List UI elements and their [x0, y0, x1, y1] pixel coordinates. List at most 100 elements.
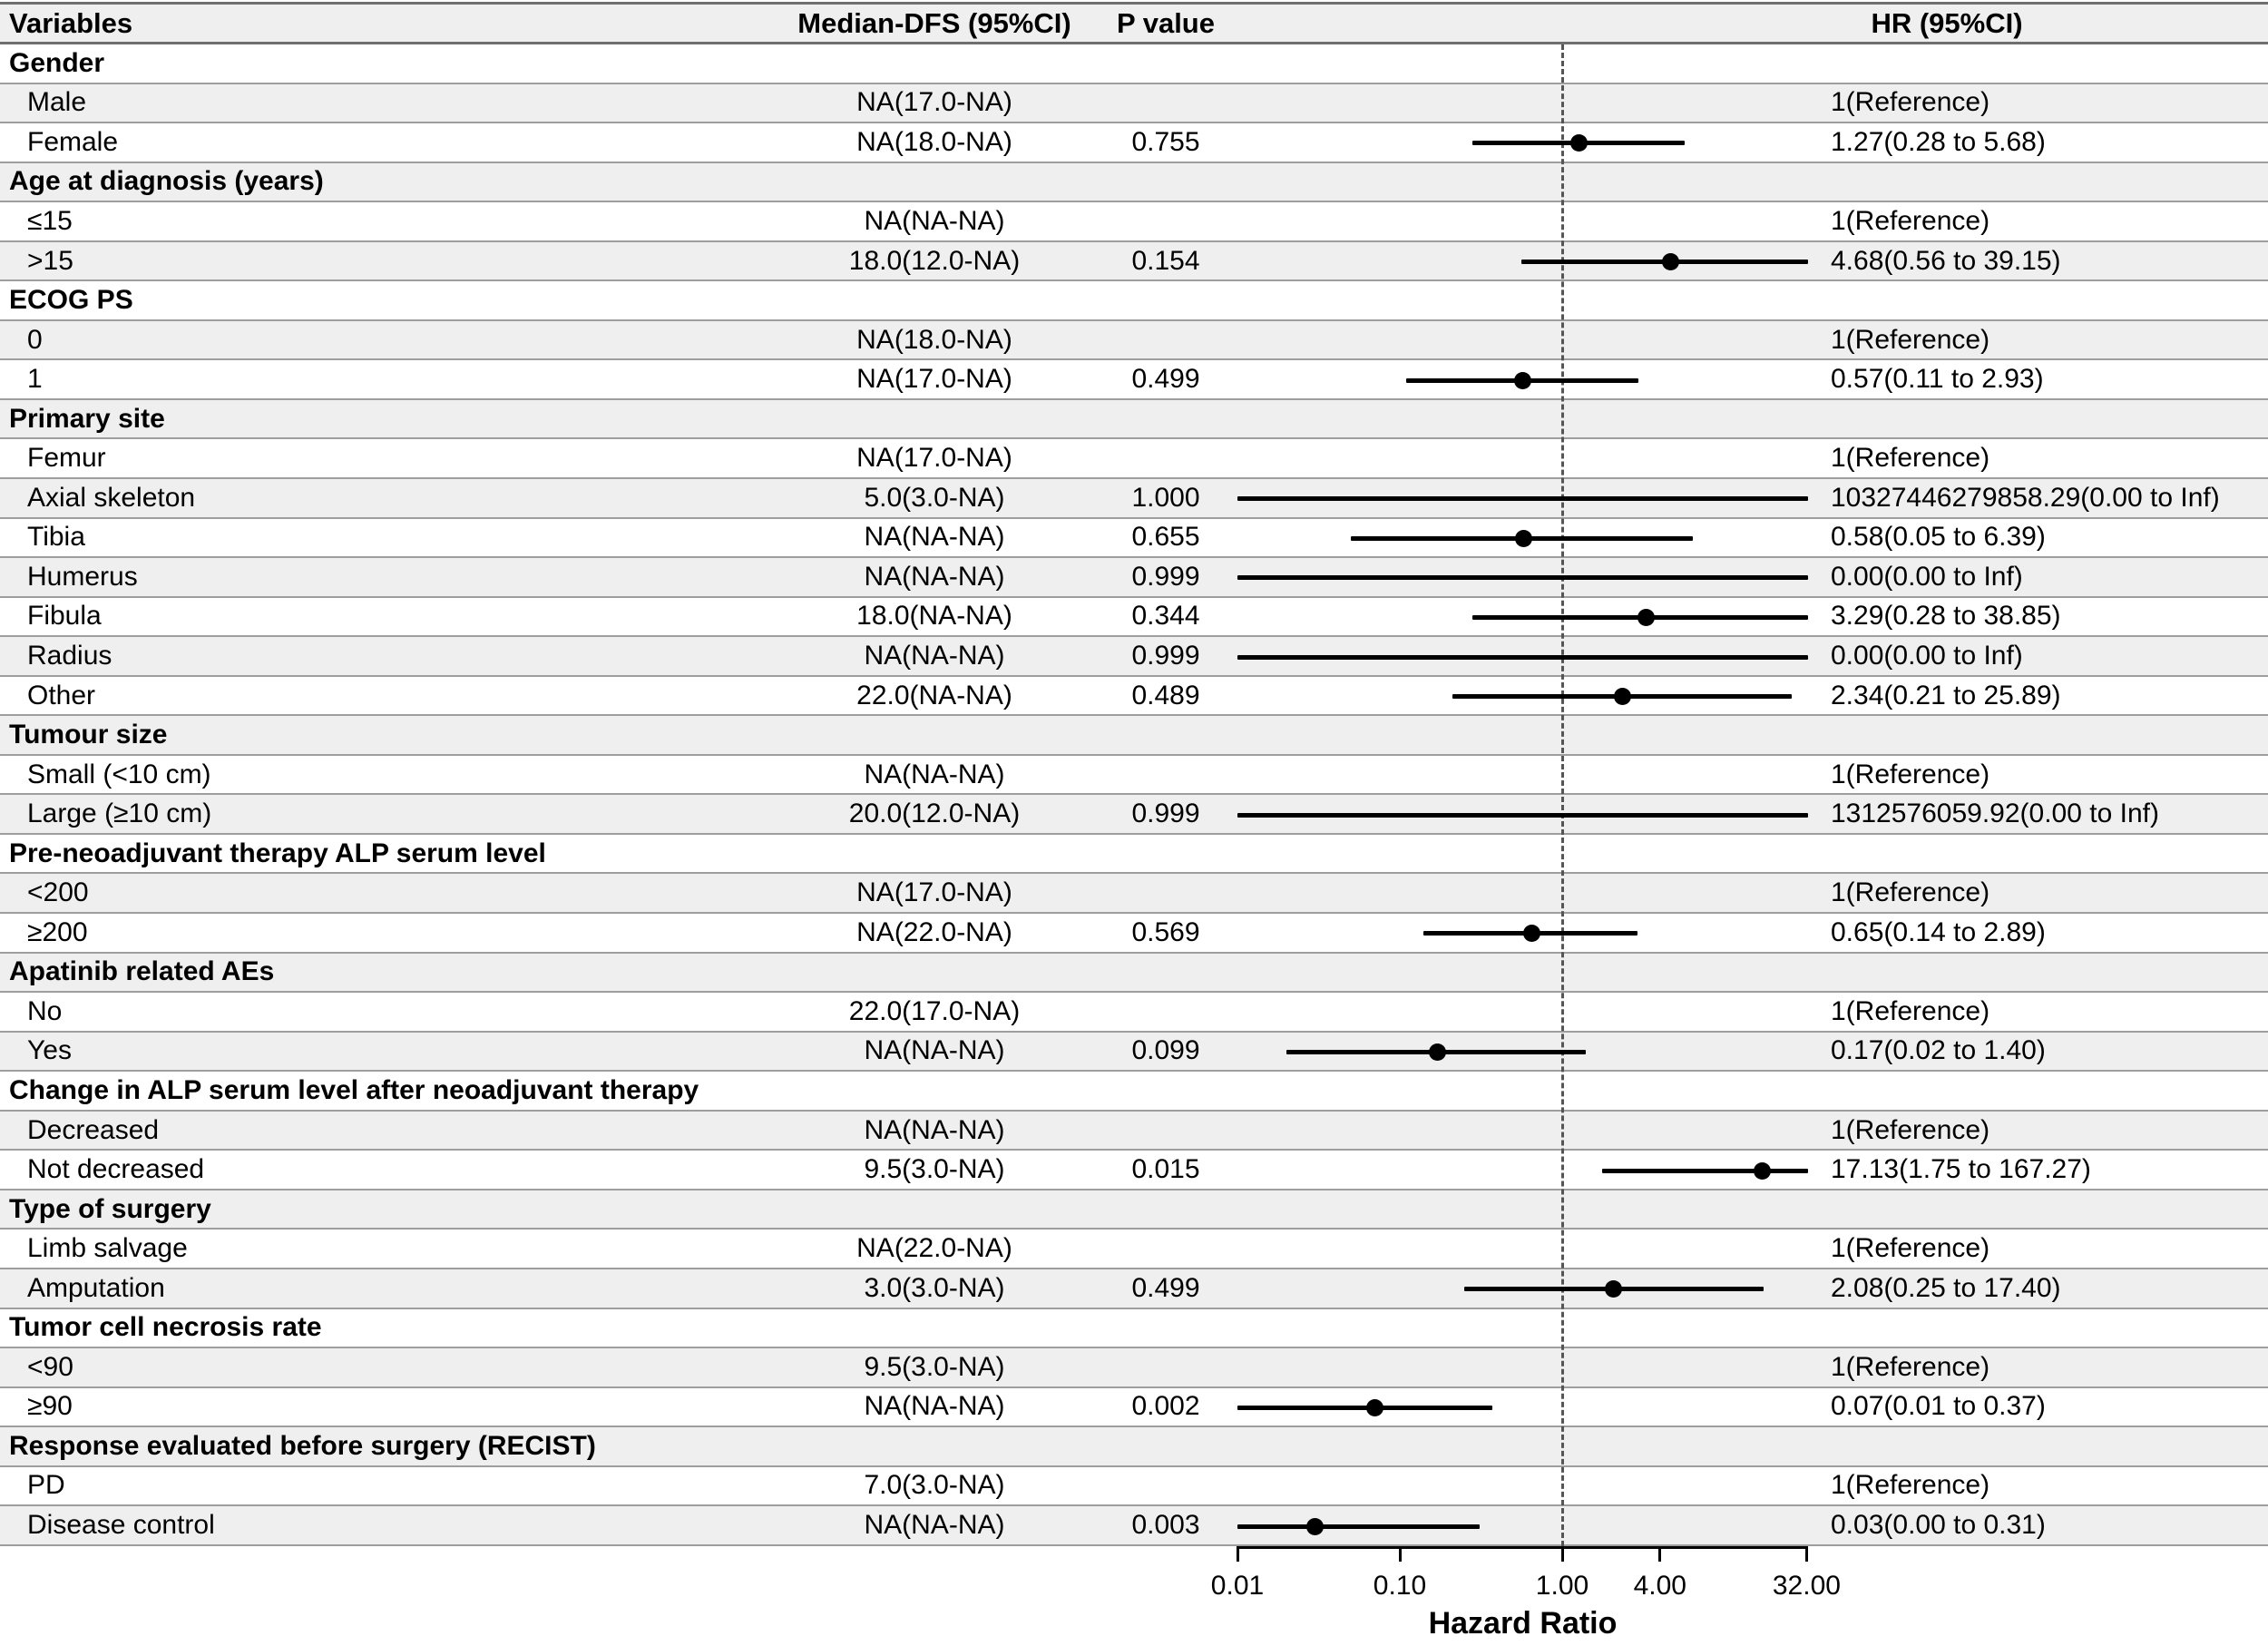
- row-label: Small (<10 cm): [27, 759, 211, 789]
- hr-cell: 0.65(0.14 to 2.89): [1831, 916, 2046, 947]
- row-label: Male: [27, 87, 87, 118]
- table-row: 0 NA(18.0-NA) 1(Reference): [0, 320, 2268, 361]
- median-cell: NA(NA-NA): [864, 205, 1005, 236]
- pvalue-cell: 0.154: [1131, 245, 1200, 276]
- table-row: Fibula 18.0(NA-NA) 0.344 3.29(0.28 to 38.85…: [0, 597, 2268, 638]
- forest-table: Variables Median-DFS (95%CI) P value HR …: [0, 2, 2268, 1546]
- point-estimate: [1305, 1517, 1324, 1535]
- row-label: Yes: [27, 1035, 72, 1066]
- point-estimate: [1515, 529, 1533, 547]
- pvalue-cell: 1.000: [1131, 482, 1200, 513]
- pvalue-cell: [1111, 44, 1220, 83]
- table-row: ≤15 NA(NA-NA) 1(Reference): [0, 202, 2268, 242]
- table-row: Female NA(18.0-NA) 0.755 1.27(0.28 to 5.68): [0, 123, 2268, 163]
- hr-cell: 1(Reference): [1831, 759, 1990, 789]
- hr-cell: 1.27(0.28 to 5.68): [1831, 126, 2046, 157]
- row-label: 1: [27, 364, 43, 395]
- pvalue-cell: [1111, 874, 1220, 912]
- pvalue-cell: [1111, 439, 1220, 477]
- point-estimate: [1365, 1398, 1383, 1416]
- row-label: <90: [27, 1351, 73, 1382]
- row-label: Radius: [27, 640, 112, 671]
- median-cell: [744, 716, 1125, 754]
- median-cell: 18.0(NA-NA): [856, 601, 1012, 632]
- table-row: Not decreased 9.5(3.0-NA) 0.015 17.13(1.75 …: [0, 1151, 2268, 1190]
- ci-line: [1237, 496, 1808, 502]
- pvalue-cell: 0.099: [1131, 1035, 1200, 1066]
- median-cell: [744, 163, 1125, 201]
- table-row: Disease control NA(NA-NA) 0.003 0.03(0.00 t…: [0, 1506, 2268, 1546]
- pvalue-cell: 0.499: [1131, 1272, 1200, 1303]
- reference-line: [1560, 44, 1564, 1546]
- row-label: Apatinib related AEs: [9, 956, 275, 987]
- row-label: Type of surgery: [9, 1193, 211, 1224]
- ci-line: [1237, 575, 1808, 581]
- point-estimate: [1754, 1161, 1772, 1180]
- group-row: Age at diagnosis (years): [0, 162, 2268, 203]
- row-label: Female: [27, 126, 119, 157]
- median-cell: 18.0(12.0-NA): [848, 245, 1021, 276]
- pvalue-cell: 0.489: [1131, 680, 1200, 710]
- median-cell: NA(NA-NA): [864, 1114, 1005, 1145]
- hr-cell: [1831, 44, 2268, 83]
- row-label: Disease control: [27, 1510, 215, 1540]
- pvalue-cell: [1111, 835, 1220, 873]
- pvalue-cell: 0.569: [1131, 916, 1200, 947]
- table-row: No 22.0(17.0-NA) 1(Reference): [0, 993, 2268, 1033]
- group-row: Gender: [0, 44, 2268, 84]
- hr-cell: 1(Reference): [1831, 205, 1990, 236]
- table-row: Large (≥10 cm) 20.0(12.0-NA) 0.999 13125760…: [0, 795, 2268, 835]
- row-label: Amputation: [27, 1272, 165, 1303]
- hr-cell: 1(Reference): [1831, 87, 1990, 118]
- median-cell: NA(NA-NA): [864, 759, 1005, 789]
- hr-cell: 3.29(0.28 to 38.85): [1831, 601, 2061, 632]
- point-estimate: [1605, 1280, 1623, 1298]
- median-cell: 20.0(12.0-NA): [848, 799, 1021, 829]
- median-cell: [744, 1190, 1125, 1229]
- row-label: Limb salvage: [27, 1233, 188, 1264]
- point-estimate: [1570, 134, 1589, 152]
- hr-cell: 0.00(0.00 to Inf): [1831, 640, 2023, 671]
- median-cell: [744, 400, 1125, 438]
- pvalue-cell: [1111, 1467, 1220, 1505]
- hr-cell: [1831, 716, 2268, 754]
- row-label: Axial skeleton: [27, 482, 196, 513]
- median-cell: [744, 835, 1125, 873]
- pvalue-cell: [1111, 400, 1220, 438]
- row-label: Primary site: [9, 403, 165, 434]
- hr-cell: [1831, 400, 2268, 438]
- table-row: Limb salvage NA(22.0-NA) 1(Reference): [0, 1230, 2268, 1269]
- group-row: Type of surgery: [0, 1190, 2268, 1230]
- hr-cell: 0.00(0.00 to Inf): [1831, 561, 2023, 592]
- row-label: ≥90: [27, 1391, 73, 1422]
- median-cell: NA(22.0-NA): [856, 916, 1012, 947]
- point-estimate: [1428, 1043, 1446, 1061]
- median-cell: 22.0(17.0-NA): [848, 995, 1021, 1026]
- hr-cell: 1(Reference): [1831, 877, 1990, 908]
- table-row: Male NA(17.0-NA) 1(Reference): [0, 83, 2268, 124]
- hr-cell: 0.17(0.02 to 1.40): [1831, 1035, 2046, 1066]
- pvalue-cell: [1111, 1427, 1220, 1465]
- table-row: Axial skeleton 5.0(3.0-NA) 1.000 1032744627…: [0, 479, 2268, 519]
- pvalue-cell: [1111, 84, 1220, 122]
- axis-tick-label: 32.00: [1772, 1570, 1841, 1601]
- median-cell: NA(17.0-NA): [856, 364, 1012, 395]
- row-label: >15: [27, 245, 73, 276]
- pvalue-cell: [1111, 321, 1220, 359]
- axis-tick-label: 4.00: [1633, 1570, 1686, 1601]
- col-header-pvalue: P value: [1116, 6, 1215, 39]
- hr-cell: 0.03(0.00 to 0.31): [1831, 1510, 2046, 1540]
- median-cell: [744, 44, 1125, 83]
- pvalue-cell: 0.999: [1131, 640, 1200, 671]
- median-cell: NA(17.0-NA): [856, 87, 1012, 118]
- row-label: ≥200: [27, 916, 88, 947]
- median-cell: 22.0(NA-NA): [856, 680, 1012, 710]
- hr-cell: [1831, 281, 2268, 319]
- row-label: Gender: [9, 47, 105, 78]
- pvalue-cell: 0.999: [1131, 799, 1200, 829]
- axis-tick-label: 1.00: [1535, 1570, 1589, 1601]
- hr-cell: 1(Reference): [1831, 1470, 1990, 1501]
- table-header-row: Variables Median-DFS (95%CI) P value HR …: [0, 5, 2268, 44]
- hr-cell: [1831, 1072, 2268, 1110]
